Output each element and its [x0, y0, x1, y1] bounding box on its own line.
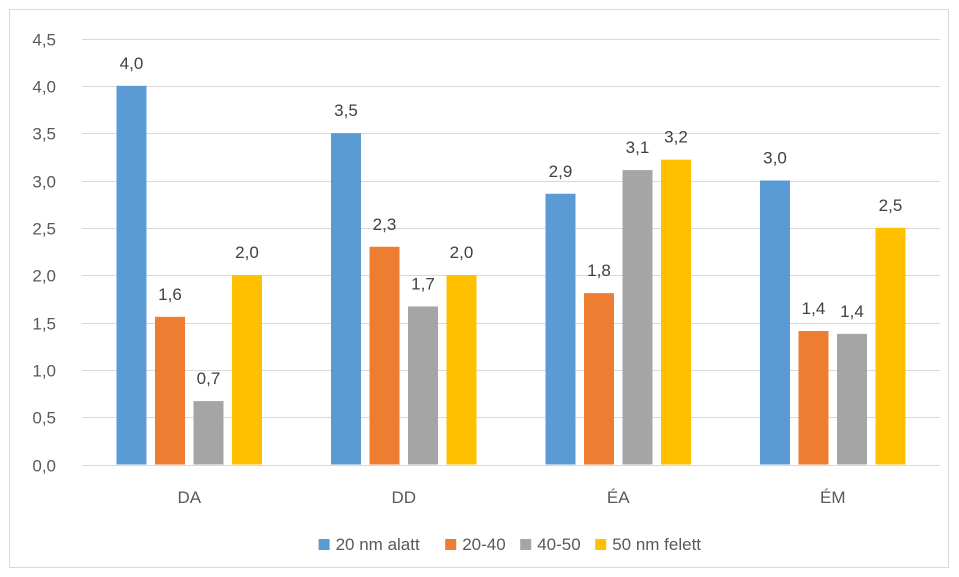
legend-swatch — [318, 539, 330, 550]
bar-1 — [760, 180, 790, 465]
y-tick-label: 2,5 — [32, 220, 56, 239]
bar-4 — [661, 159, 691, 465]
data-label: 1,4 — [802, 299, 826, 318]
legend-swatch — [520, 539, 532, 550]
chart-frame: 0,0 0,5 1,0 1,5 2,0 2,5 3,0 3,5 4,0 4,5 4,0 1,6 0,7… — [9, 9, 949, 568]
x-tick-label: DD — [391, 488, 416, 507]
legend-label: 20-40 — [462, 535, 505, 554]
bar-4 — [875, 227, 906, 465]
data-label: 4,0 — [120, 54, 144, 73]
data-label: 2,0 — [450, 243, 474, 262]
y-tick-label: 2,0 — [32, 267, 56, 286]
bar-1 — [116, 85, 147, 465]
bar-2 — [798, 331, 829, 465]
y-tick-label: 4,5 — [32, 31, 56, 50]
x-tick-label: ÉM — [820, 488, 846, 507]
data-label: 2,3 — [373, 215, 397, 234]
data-label: 2,9 — [549, 162, 573, 181]
data-label: 2,5 — [879, 196, 903, 215]
y-tick-label: 0,5 — [32, 409, 56, 428]
legend-label: 40-50 — [537, 535, 580, 554]
data-label: 3,1 — [626, 138, 650, 157]
data-label: 3,5 — [334, 101, 358, 120]
data-label: 0,7 — [197, 369, 221, 388]
y-tick-label: 1,5 — [32, 315, 56, 334]
bar-2 — [155, 316, 185, 465]
bar-2 — [584, 293, 614, 465]
legend-label: 20 nm alatt — [336, 535, 420, 554]
data-label: 1,6 — [158, 285, 182, 304]
y-tick-label: 3,5 — [32, 125, 56, 144]
bar-3 — [193, 401, 224, 465]
data-label: 1,8 — [587, 261, 611, 280]
x-tick-label: ÉA — [607, 488, 630, 507]
y-tick-label: 1,0 — [32, 362, 56, 381]
data-label: 3,2 — [664, 128, 688, 147]
bar-1 — [331, 133, 361, 465]
y-tick-label: 4,0 — [32, 78, 56, 97]
y-tick-label: 0,0 — [32, 457, 56, 476]
legend-label: 50 nm felett — [612, 535, 701, 554]
bar-3 — [408, 306, 438, 465]
bar-4 — [446, 275, 477, 465]
data-label: 3,0 — [763, 149, 787, 168]
y-tick-label: 3,0 — [32, 173, 56, 192]
legend-swatch — [595, 539, 607, 550]
legend-swatch — [445, 539, 457, 550]
bar-4 — [232, 275, 262, 465]
bar-3 — [837, 333, 867, 465]
x-tick-label: DA — [177, 488, 201, 507]
data-label: 1,4 — [840, 302, 864, 321]
data-label: 1,7 — [411, 274, 435, 293]
bar-1 — [545, 193, 576, 465]
data-label: 2,0 — [235, 243, 259, 262]
bar-2 — [369, 246, 400, 465]
bar-3 — [622, 170, 653, 465]
bar-chart: 0,0 0,5 1,0 1,5 2,0 2,5 3,0 3,5 4,0 4,5 4,0 1,6 0,7… — [32, 31, 940, 554]
